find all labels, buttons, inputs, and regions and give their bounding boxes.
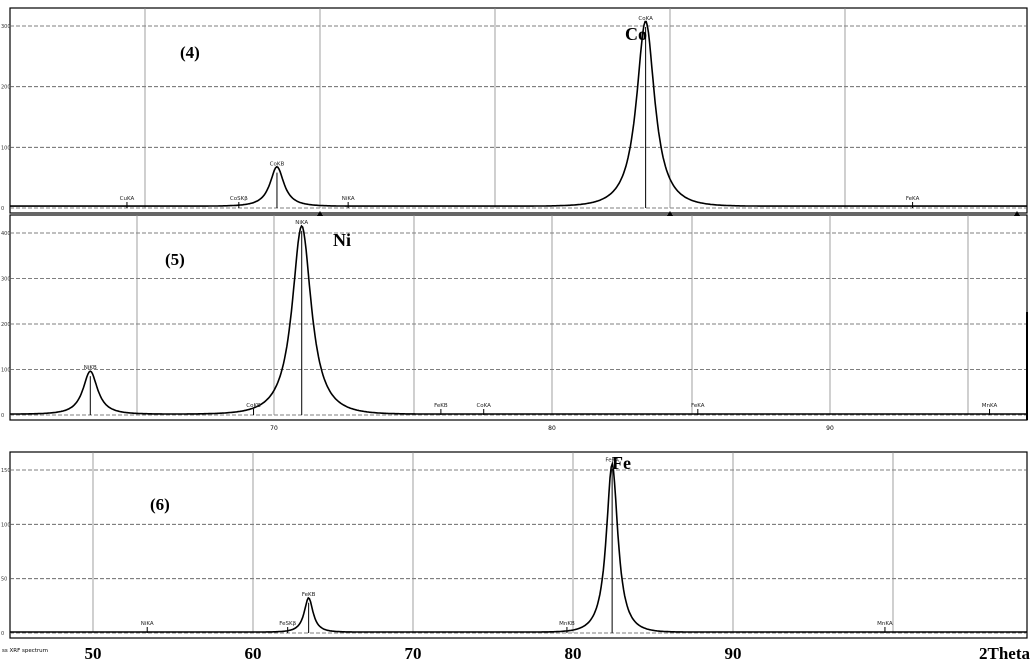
y-tick-label: 300 (1, 24, 11, 30)
x-axis-label: 2Theta (979, 644, 1031, 662)
x-tick-label: 90 (725, 644, 742, 662)
panel-5: 400 300 200 100 0 NiKB CoKB NiKA FeKB CoKA FeKA MnK… (1, 214, 1028, 432)
y-tick-label: 400 (1, 231, 11, 237)
y-tick-label: 100 (1, 145, 11, 151)
spectrum-line (10, 224, 1027, 415)
y-tick-label: 0 (1, 413, 4, 419)
y-tick-label: 100 (1, 368, 11, 374)
peak-label: MnKB (559, 621, 575, 627)
peak-label: CoKA (638, 16, 653, 22)
peak-label: NiKA (141, 621, 154, 627)
y-tick-label: 0 (1, 631, 4, 637)
y-tick-label: 50 (1, 577, 7, 583)
file-label: ss XRF spectrum (2, 648, 48, 654)
panel-frame (9, 214, 1028, 421)
element-label: Ni (333, 230, 351, 250)
peak-label: NiKA (342, 196, 355, 202)
y-tick-label: 150 (1, 468, 11, 474)
peak-label: FeKA (605, 458, 619, 464)
panel-frame (9, 7, 1028, 214)
x-tick-label: 70 (405, 644, 422, 662)
panel-frame (9, 451, 1028, 639)
panel-label: (5) (165, 250, 185, 269)
panel-6: 150 100 50 0 NiKA FeSKβ FeKB MnKB FeKA MnKA (6) Fe 5… (1, 451, 1031, 662)
peak-label: CoKB (270, 162, 285, 168)
y-tick-label: 300 (1, 277, 11, 283)
x-tick-label: 70 (270, 425, 278, 432)
peak-label: CuKA (120, 196, 135, 202)
peak-label: MnKA (982, 403, 998, 409)
peak-label: FeKA (906, 196, 920, 202)
panel-label: (4) (180, 43, 200, 62)
peak-label: FeSKβ (279, 621, 296, 627)
peak-label: FeKA (691, 403, 705, 409)
y-tick-label: 200 (1, 85, 11, 91)
spectrum-line (10, 460, 1027, 633)
x-tick-label: 80 (565, 644, 582, 662)
element-label: Fe (612, 453, 631, 473)
peak-label: NiKA (295, 220, 308, 226)
panel-4: 300 200 100 0 CuKA CoSKβ CoKB NiKA CoKA FeKA (4) Co (1, 7, 1028, 216)
peak-label: CoKB (246, 403, 261, 409)
peak-label: MnKA (877, 621, 893, 627)
y-tick-label: 0 (1, 206, 4, 212)
x-tick-label: 90 (826, 425, 834, 432)
peak-label: NiKB (84, 365, 97, 371)
peak-label: CoSKβ (230, 196, 248, 202)
x-tick-label: 50 (85, 644, 102, 662)
peak-label: FeKB (434, 403, 448, 409)
spectrum-line (10, 20, 1027, 207)
panels-group: 300 200 100 0 CuKA CoSKβ CoKB NiKA CoKA FeKA (4) Co… (1, 7, 1031, 662)
y-tick-label: 200 (1, 322, 11, 328)
x-tick-label: 60 (245, 644, 262, 662)
peak-label: FeKB (302, 592, 316, 598)
y-tick-label: 100 (1, 522, 11, 528)
element-label: Co (625, 24, 647, 44)
panel-label: (6) (150, 495, 170, 514)
peak-label: CoKA (476, 403, 491, 409)
x-tick-label: 80 (548, 425, 556, 432)
